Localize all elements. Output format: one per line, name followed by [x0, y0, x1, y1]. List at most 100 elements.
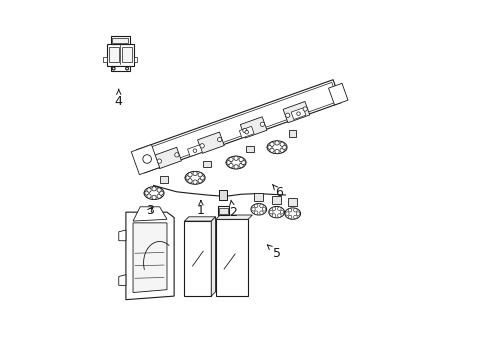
Polygon shape: [160, 176, 168, 183]
Text: 4: 4: [115, 89, 122, 108]
Circle shape: [254, 204, 257, 208]
Circle shape: [125, 67, 128, 70]
Circle shape: [244, 130, 248, 134]
Circle shape: [198, 173, 202, 177]
Circle shape: [274, 141, 279, 145]
Circle shape: [185, 176, 190, 180]
Circle shape: [303, 107, 307, 111]
Circle shape: [285, 113, 289, 117]
Circle shape: [233, 165, 238, 169]
Polygon shape: [216, 219, 247, 296]
Circle shape: [254, 211, 257, 215]
Circle shape: [239, 163, 243, 168]
Text: 6: 6: [272, 185, 283, 199]
Polygon shape: [136, 80, 341, 173]
Polygon shape: [125, 212, 174, 300]
Circle shape: [157, 194, 161, 198]
Circle shape: [269, 148, 274, 152]
Circle shape: [233, 156, 238, 160]
Circle shape: [277, 207, 281, 211]
Polygon shape: [112, 38, 128, 43]
Circle shape: [272, 214, 275, 217]
Circle shape: [146, 188, 151, 192]
Polygon shape: [211, 217, 215, 296]
Polygon shape: [218, 208, 227, 214]
Polygon shape: [328, 84, 347, 105]
Circle shape: [282, 145, 286, 149]
Polygon shape: [107, 44, 134, 66]
Circle shape: [112, 67, 115, 70]
Circle shape: [269, 210, 272, 214]
Circle shape: [251, 207, 255, 211]
Text: 2: 2: [229, 200, 237, 219]
Polygon shape: [283, 102, 309, 123]
Circle shape: [269, 142, 274, 147]
Polygon shape: [203, 161, 210, 167]
Polygon shape: [110, 36, 130, 44]
Circle shape: [260, 122, 264, 126]
Circle shape: [200, 176, 204, 180]
Polygon shape: [133, 207, 166, 221]
Circle shape: [193, 149, 196, 152]
Circle shape: [193, 180, 197, 184]
Polygon shape: [184, 217, 215, 221]
Circle shape: [259, 211, 263, 215]
Polygon shape: [187, 145, 202, 157]
Text: 3: 3: [145, 204, 153, 217]
Circle shape: [228, 157, 233, 162]
Circle shape: [242, 129, 246, 133]
Circle shape: [274, 149, 279, 154]
Polygon shape: [133, 223, 166, 293]
Circle shape: [277, 214, 281, 217]
Polygon shape: [254, 193, 263, 202]
Circle shape: [226, 160, 231, 165]
Text: 1: 1: [197, 201, 204, 217]
Polygon shape: [103, 57, 107, 62]
Circle shape: [187, 173, 192, 177]
Circle shape: [259, 204, 263, 208]
Circle shape: [159, 191, 163, 195]
Circle shape: [267, 145, 271, 149]
Text: 5: 5: [267, 245, 280, 260]
Polygon shape: [119, 230, 125, 241]
Circle shape: [152, 195, 156, 199]
Polygon shape: [131, 145, 159, 175]
Polygon shape: [245, 146, 253, 152]
Circle shape: [262, 207, 265, 211]
Polygon shape: [287, 198, 297, 206]
Polygon shape: [139, 82, 338, 170]
Polygon shape: [108, 47, 119, 62]
Polygon shape: [218, 190, 227, 200]
Polygon shape: [119, 275, 125, 285]
Circle shape: [241, 160, 245, 165]
Circle shape: [293, 215, 297, 219]
Circle shape: [287, 215, 291, 219]
Circle shape: [296, 112, 300, 116]
Polygon shape: [217, 206, 229, 215]
Circle shape: [187, 179, 192, 183]
Circle shape: [157, 159, 161, 163]
Circle shape: [174, 153, 179, 157]
Polygon shape: [134, 57, 137, 62]
Circle shape: [287, 208, 291, 212]
Circle shape: [285, 212, 288, 215]
Circle shape: [272, 207, 275, 211]
Circle shape: [280, 142, 284, 147]
Polygon shape: [216, 215, 252, 219]
Polygon shape: [239, 126, 254, 138]
Circle shape: [200, 144, 204, 148]
Polygon shape: [110, 66, 130, 71]
Circle shape: [193, 171, 197, 176]
Circle shape: [239, 157, 243, 162]
Polygon shape: [240, 117, 266, 138]
Circle shape: [152, 186, 156, 191]
Polygon shape: [122, 47, 132, 62]
Circle shape: [293, 208, 297, 212]
Polygon shape: [197, 132, 224, 153]
Polygon shape: [271, 196, 281, 204]
Circle shape: [198, 179, 202, 183]
Circle shape: [157, 188, 161, 192]
Polygon shape: [290, 108, 305, 120]
Circle shape: [142, 155, 151, 163]
Circle shape: [144, 191, 149, 195]
